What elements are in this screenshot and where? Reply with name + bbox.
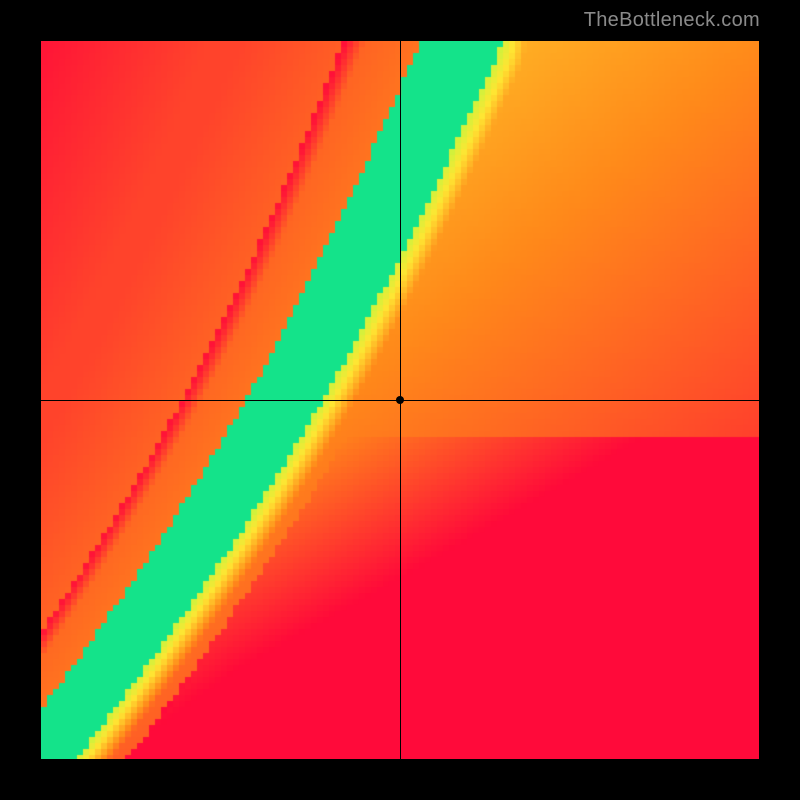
watermark-text: TheBottleneck.com: [584, 9, 760, 32]
chart-container: { "canvas": { "width": 800, "height": 80…: [0, 0, 800, 800]
crosshair-marker: [396, 396, 404, 404]
